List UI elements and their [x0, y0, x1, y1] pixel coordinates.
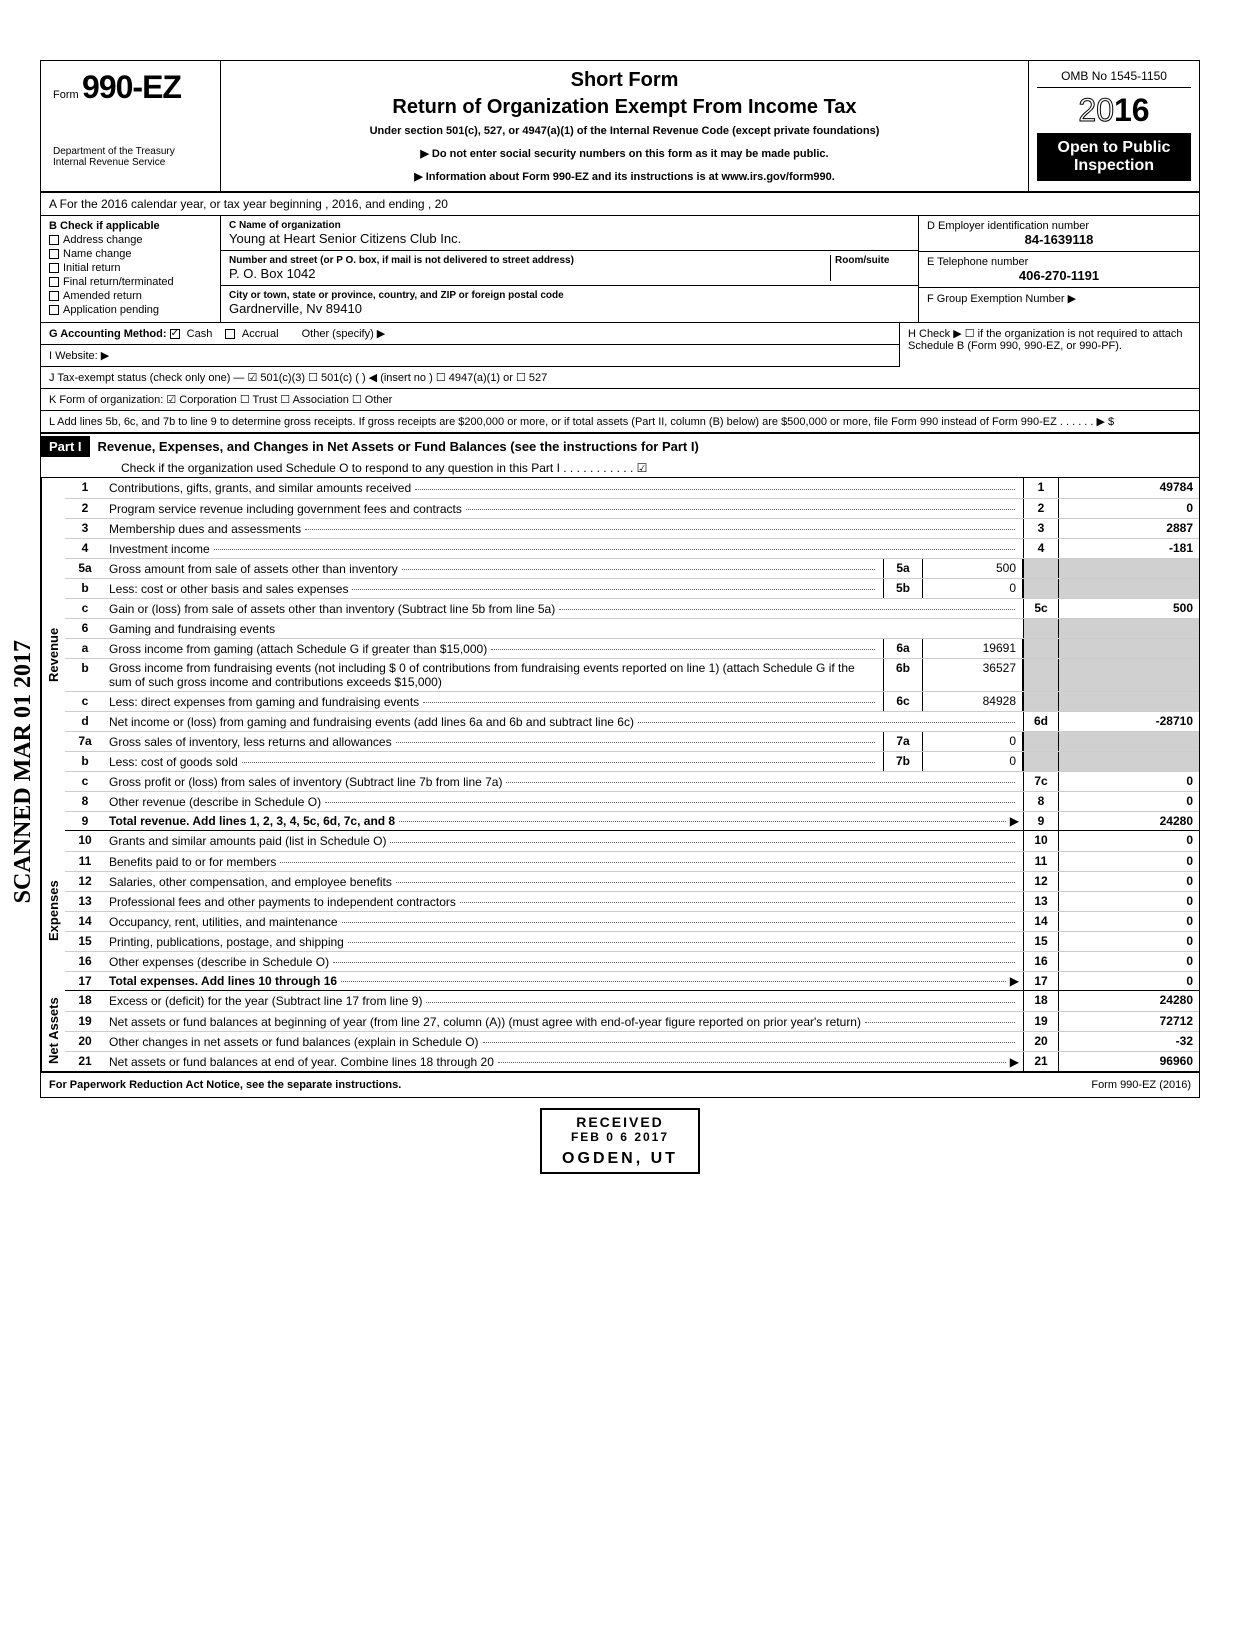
- revenue-label: Revenue: [41, 478, 65, 831]
- received-stamp-area: RECEIVED FEB 0 6 2017 OGDEN, UT: [40, 1108, 1200, 1174]
- org-name-label: C Name of organization: [229, 220, 910, 231]
- org-name: Young at Heart Senior Citizens Club Inc.: [229, 231, 910, 246]
- check-address[interactable]: [49, 235, 59, 245]
- expenses-label: Expenses: [41, 831, 65, 991]
- section-l: L Add lines 5b, 6c, and 7b to line 9 to …: [41, 411, 1199, 434]
- title-box: Short Form Return of Organization Exempt…: [221, 61, 1029, 191]
- section-a: A For the 2016 calendar year, or tax yea…: [41, 193, 1199, 216]
- check-final[interactable]: [49, 277, 59, 287]
- city-value: Gardnerville, Nv 89410: [229, 301, 910, 316]
- group-exempt-label: F Group Exemption Number ▶: [927, 292, 1191, 305]
- part1-header-row: Part I Revenue, Expenses, and Changes in…: [41, 434, 1199, 459]
- scanned-stamp: SCANNED MAR 01 2017: [10, 640, 37, 903]
- check-cash[interactable]: [170, 329, 180, 339]
- section-b-label: B Check if applicable: [49, 220, 212, 232]
- year-box: OMB No 1545-1150 2016 Open to Public Ins…: [1029, 61, 1199, 191]
- instruction-1: ▶ Do not enter social security numbers o…: [233, 147, 1016, 160]
- form-990ez: Form 990-EZ Department of the Treasury I…: [40, 60, 1200, 1098]
- room-label: Room/suite: [835, 255, 910, 266]
- check-accrual[interactable]: [225, 329, 235, 339]
- check-initial[interactable]: [49, 263, 59, 273]
- sections-def: D Employer identification number 84-1639…: [919, 216, 1199, 322]
- city-label: City or town, state or province, country…: [229, 290, 910, 301]
- section-h: H Check ▶ ☐ if the organization is not r…: [899, 323, 1199, 367]
- form-number: 990-EZ: [82, 69, 181, 105]
- phone-value: 406-270-1191: [927, 268, 1191, 283]
- main-title: Return of Organization Exempt From Incom…: [233, 96, 1016, 119]
- ein-value: 84-1639118: [927, 232, 1191, 247]
- phone-label: E Telephone number: [927, 256, 1191, 268]
- section-c: C Name of organization Young at Heart Se…: [221, 216, 919, 322]
- form-footer: For Paperwork Reduction Act Notice, see …: [41, 1073, 1199, 1097]
- subtitle: Under section 501(c), 527, or 4947(a)(1)…: [233, 125, 1016, 137]
- section-j: J Tax-exempt status (check only one) — ☑…: [41, 367, 1199, 389]
- form-prefix: Form: [53, 89, 79, 101]
- open-public-badge: Open to Public Inspection: [1037, 133, 1191, 181]
- section-a-text: A For the 2016 calendar year, or tax yea…: [49, 197, 448, 211]
- dept-treasury: Department of the Treasury Internal Reve…: [53, 146, 208, 168]
- section-k: K Form of organization: ☑ Corporation ☐ …: [41, 389, 1199, 411]
- section-g-label: G Accounting Method:: [49, 328, 167, 340]
- section-i: I Website: ▶: [41, 345, 899, 367]
- part1-check-line: Check if the organization used Schedule …: [41, 459, 1199, 478]
- revenue-section: Revenue 1Contributions, gifts, grants, a…: [41, 478, 1199, 831]
- netassets-label: Net Assets: [41, 991, 65, 1071]
- check-pending[interactable]: [49, 305, 59, 315]
- form-number-box: Form 990-EZ Department of the Treasury I…: [41, 61, 221, 191]
- instruction-2: ▶ Information about Form 990-EZ and its …: [233, 170, 1016, 183]
- received-stamp: RECEIVED FEB 0 6 2017 OGDEN, UT: [540, 1108, 700, 1174]
- paperwork-notice: For Paperwork Reduction Act Notice, see …: [49, 1079, 401, 1091]
- short-form-title: Short Form: [233, 69, 1016, 92]
- street-value: P. O. Box 1042: [229, 266, 830, 281]
- expenses-section: Expenses 10Grants and similar amounts pa…: [41, 831, 1199, 991]
- part1-title: Revenue, Expenses, and Changes in Net As…: [90, 439, 1199, 454]
- tax-year: 2016: [1037, 92, 1191, 129]
- check-amended[interactable]: [49, 291, 59, 301]
- part1-badge: Part I: [41, 436, 90, 457]
- sections-ghi: G Accounting Method: Cash Accrual Other …: [41, 322, 1199, 367]
- netassets-section: Net Assets 18Excess or (deficit) for the…: [41, 991, 1199, 1073]
- check-name[interactable]: [49, 249, 59, 259]
- sections-bcdef: B Check if applicable Address change Nam…: [41, 216, 1199, 322]
- form-ref: Form 990-EZ (2016): [1091, 1079, 1191, 1091]
- section-b: B Check if applicable Address change Nam…: [41, 216, 221, 322]
- street-label: Number and street (or P O. box, if mail …: [229, 255, 830, 266]
- omb-number: OMB No 1545-1150: [1037, 69, 1191, 88]
- ein-label: D Employer identification number: [927, 220, 1191, 232]
- form-header: Form 990-EZ Department of the Treasury I…: [41, 61, 1199, 193]
